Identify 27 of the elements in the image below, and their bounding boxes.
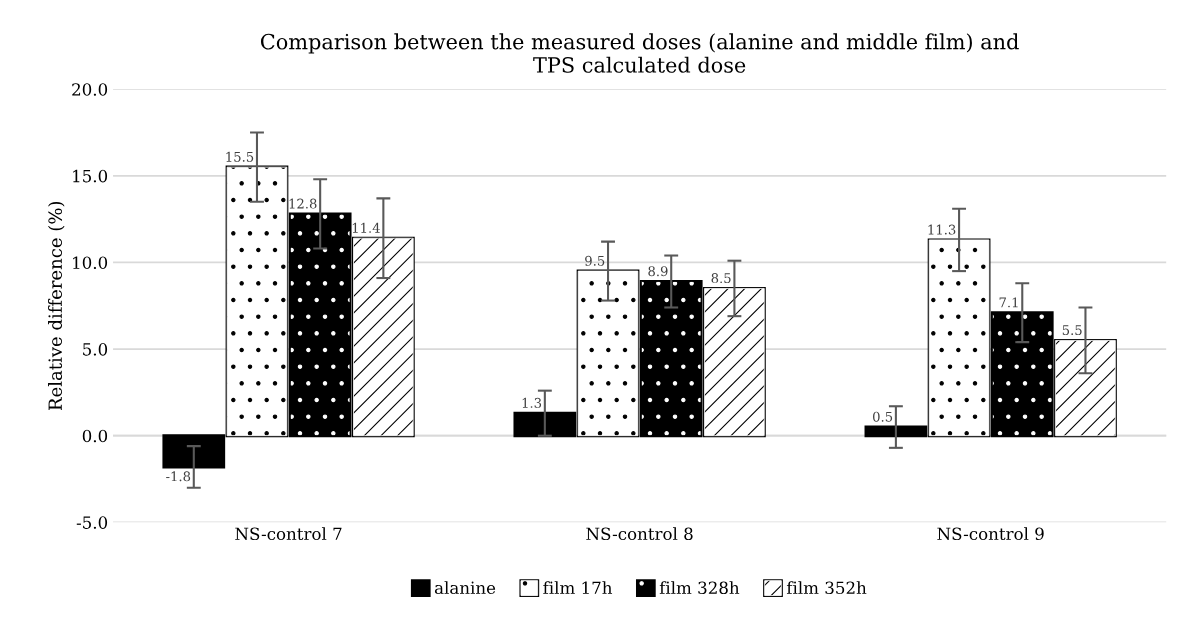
data-label: 8.5 [711,273,731,284]
y-tick-label: 0.0 [82,429,108,443]
y-axis-title: Relative difference (%) [48,201,65,411]
data-label: 9.5 [585,255,605,266]
data-label: 11.3 [928,224,956,235]
data-label: 15.5 [226,151,254,162]
data-label: 7.1 [999,297,1018,308]
data-label: 12.8 [289,198,317,209]
x-tick-label: NS-control 7 [235,527,342,541]
legend-label: film 17h [543,581,613,594]
data-label: 0.5 [873,411,893,422]
data-label: 8.9 [648,266,668,277]
x-tick-label: NS-control 8 [586,527,693,541]
data-label: 11.4 [352,222,380,233]
data-label: 1.3 [522,397,542,408]
y-tick-label: 5.0 [83,343,108,356]
legend-label: alanine [434,581,496,595]
data-label: -1.8 [166,471,191,482]
y-tick-label: 15.0 [73,169,108,183]
y-tick-label: 10.0 [73,256,108,270]
chart-title: Comparison between the measured doses (alanine and middle film) and TPS calculated dose [261,33,1019,73]
data-label: 5.5 [1062,325,1082,336]
y-tick-label: 20.0 [72,83,108,96]
legend-label: film 352h [786,581,867,595]
y-tick-label: -5.0 [76,516,108,529]
legend-label: film 328h [659,581,740,595]
x-tick-label: NS-control 9 [937,527,1044,541]
